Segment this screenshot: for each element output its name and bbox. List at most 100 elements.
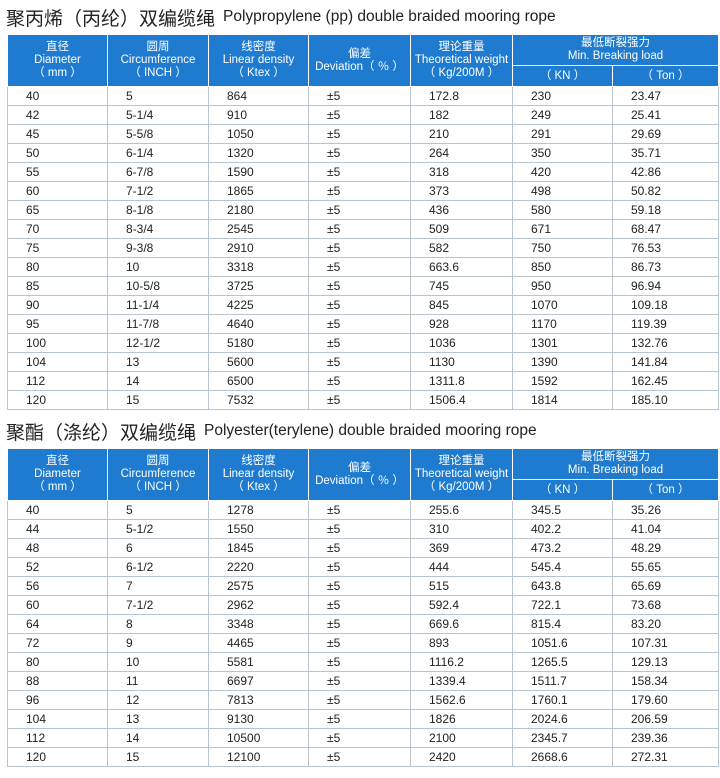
table-cell: 7532 [208,390,309,410]
table-cell: 2024.6 [512,709,613,729]
subheader-row: （ KN ）（ Ton ） [8,479,719,501]
table-cell: 9130 [208,709,309,729]
table-row: 75 9-3/8 2910 ±5 582 750 76.53 [7,238,719,258]
table-cell: 7-1/2 [107,181,209,201]
table-cell: 2545 [208,219,309,239]
table-cell: 9-3/8 [107,238,209,258]
table-cell: 1511.7 [512,671,613,691]
table-cell: 90 [7,295,108,315]
table-cell: 13 [107,352,209,372]
header-line: 偏差 [348,461,371,474]
table-cell: 55 [7,162,108,182]
table-cell: 41.04 [612,519,719,539]
table-row: 90 11-1/4 4225 ±5 845 1070 109.18 [7,295,719,315]
table-cell: 107.31 [612,633,719,653]
header-line: 理论重量 [438,455,485,467]
header-cell: 偏差 Deviation（ ％ ） [308,448,411,501]
table-cell: 2962 [208,595,309,615]
table-cell: 864 [208,86,309,106]
table-cell: 129.13 [612,652,719,672]
subheader-cell: （ KN ） [512,65,613,87]
table-row: 65 8-1/8 2180 ±5 436 580 59.18 [7,200,719,220]
table-cell: 1301 [512,333,613,353]
table-row: 112 14 10500 ±5 2100 2345.7 239.36 [7,728,719,748]
table-cell: 141.84 [612,352,719,372]
table-cell: ±5 [308,633,411,653]
table-cell: ±5 [308,181,411,201]
table-cell: ±5 [308,162,411,182]
table-cell: 132.76 [612,333,719,353]
table-cell: 373 [410,181,513,201]
header-line: 理论重量 [438,41,485,53]
table-row: 120 15 12100 ±5 2420 2668.6 272.31 [7,747,719,767]
table-cell: 11 [107,671,209,691]
table-cell: ±5 [308,124,411,144]
table-cell: 96 [7,690,108,710]
header-line: 最低断裂强力 [581,451,650,463]
table-cell: 70 [7,219,108,239]
table-row: 60 7-1/2 2962 ±5 592.4 722.1 73.68 [7,595,719,615]
table-cell: ±5 [308,652,411,672]
table-cell: 1320 [208,143,309,163]
header-line: Deviation（ ％ ） [315,474,404,487]
table-cell: 1826 [410,709,513,729]
table-cell: 55.65 [612,557,719,577]
table-cell: ±5 [308,276,411,296]
table-cell: 80 [7,257,108,277]
table-row: 56 7 2575 ±5 515 643.8 65.69 [7,576,719,596]
header-row: 直径 Diameter （ mm ）圆周 Circumference （ INCH ）线… [7,448,719,501]
table-cell: 663.6 [410,257,513,277]
header-cell: 偏差 Deviation（ ％ ） [308,34,411,87]
table-cell: 72 [7,633,108,653]
table-cell: ±5 [308,200,411,220]
header-line: 圆周 [146,455,170,467]
table-cell: 291 [512,124,613,144]
table-cell: 5 [107,500,209,520]
header-line: 直径 [46,41,69,53]
table-cell: 88 [7,671,108,691]
table-cell: 60 [7,595,108,615]
table-cell: ±5 [308,314,411,334]
table-cell: 436 [410,200,513,220]
table-cell: 669.6 [410,614,513,634]
table-cell: 910 [208,105,309,125]
table-cell: ±5 [308,576,411,596]
table-cell: 239.36 [612,728,719,748]
table-cell: 50 [7,143,108,163]
table-cell: 1278 [208,500,309,520]
table-cell: 48.29 [612,538,719,558]
table-row: 120 15 7532 ±5 1506.4 1814 185.10 [7,390,719,410]
table-cell: 52 [7,557,108,577]
table-cell: 5-1/2 [107,519,209,539]
table-cell: 2180 [208,200,309,220]
table-cell: 15 [107,747,209,767]
header-line: 线密度 [241,41,276,53]
table-cell: 86.73 [612,257,719,277]
table-cell: 64 [7,614,108,634]
table-cell: 5600 [208,352,309,372]
header-line: （ Ktex ） [232,481,285,493]
table-cell: 1036 [410,333,513,353]
table-cell: 10500 [208,728,309,748]
header-line: Min. Breaking load [567,50,664,62]
table-body: 40 5 864 ±5 172.8 230 23.47 42 5-1/4 910 ±5 182 249 2… [7,86,719,410]
table-cell: 9 [107,633,209,653]
table-cell: 29.69 [612,124,719,144]
header-line: 圆周 [146,41,170,53]
table-cell: ±5 [308,728,411,748]
header-line: 最低断裂强力 [581,37,650,49]
header-line: （ Kg/200M ） [423,67,500,79]
table-cell: 1506.4 [410,390,513,410]
table-cell: 1116.2 [410,652,513,672]
table-cell: 515 [410,576,513,596]
table-cell: 1390 [512,352,613,372]
table-cell: 509 [410,219,513,239]
table-cell: 8 [107,614,209,634]
table-cell: 2100 [410,728,513,748]
table-cell: 1562.6 [410,690,513,710]
table-cell: 12 [107,690,209,710]
table-cell: 8-1/8 [107,200,209,220]
table-cell: ±5 [308,690,411,710]
table-cell: 2220 [208,557,309,577]
